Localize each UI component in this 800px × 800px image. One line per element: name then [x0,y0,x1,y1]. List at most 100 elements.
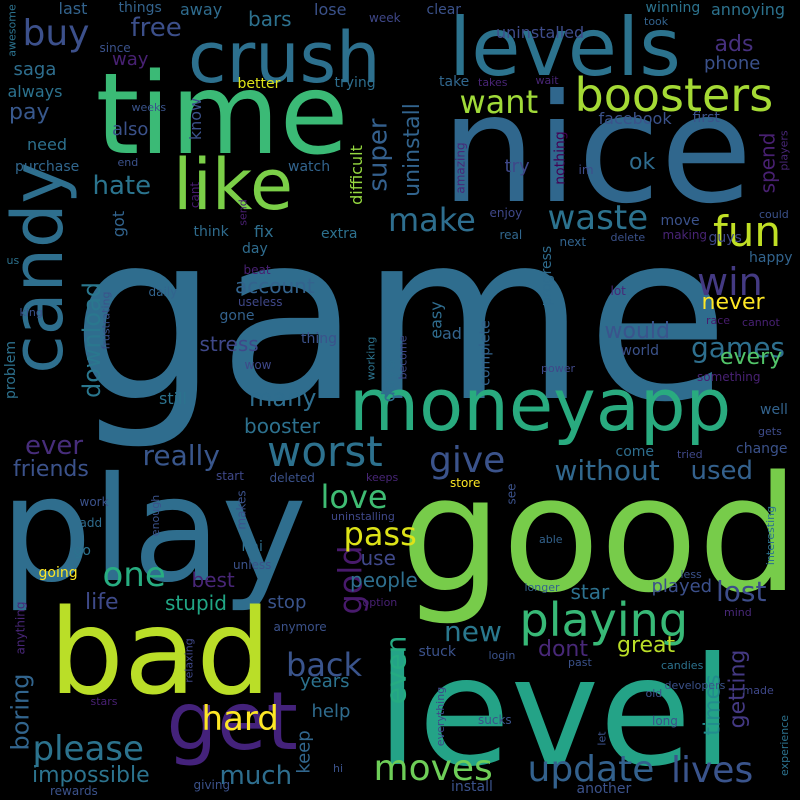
cloud-word: account [235,274,315,298]
cloud-word: difficult [346,145,366,205]
cloud-word: ok [629,150,656,175]
cloud-word: first [692,110,720,126]
cloud-word: world [620,343,660,359]
cloud-word: like [173,144,294,226]
cloud-word: lives [671,750,754,791]
cloud-word: enjoy [489,206,523,220]
cloud-word: levels [449,1,681,94]
cloud-word: login [488,648,516,662]
cloud-word: king [19,305,43,319]
cloud-word: level [376,626,734,800]
cloud-word: day [242,241,268,257]
cloud-word: less [680,567,702,581]
cloud-word: work [79,495,109,509]
cloud-word: stuck [418,644,456,660]
cloud-word: mind [724,605,752,619]
cloud-word: free [130,13,182,43]
cloud-word: install [451,779,493,795]
cloud-word: makes [234,490,249,530]
cloud-word: trying [334,75,376,91]
cloud-word: enough [148,494,162,536]
cloud-word: making [662,228,708,242]
cloud-word: progress [539,245,556,307]
cloud-word: well [760,402,788,418]
cloud-word: pay [9,100,50,125]
cloud-word: unless [233,558,272,572]
cloud-word: stars [90,694,118,708]
cloud-word: stupid [165,591,227,615]
cloud-word: candies [661,658,704,672]
cloud-word: able [539,532,563,546]
cloud-word: annoying [711,0,786,19]
cloud-word: fun [713,207,782,256]
cloud-word: booster [244,414,320,438]
cloud-word: also [112,119,149,140]
cloud-word: delete [610,230,646,244]
cloud-word: developers [664,678,726,692]
cloud-word: let [595,730,609,746]
cloud-word: thing [301,331,338,347]
cloud-word: things [118,0,162,16]
cloud-word: everything [433,686,447,746]
cloud-word: lost [716,575,767,608]
cloud-word: come [615,444,655,460]
cloud-word: guys [708,230,742,246]
cloud-word: win [697,260,763,304]
cloud-word: nice [441,63,753,237]
cloud-word: happy [749,250,793,266]
cloud-word: back [286,646,363,684]
cloud-word: get [166,675,298,768]
cloud-word: wow [244,358,272,372]
cloud-word: go [73,543,91,559]
cloud-word: make [388,201,476,239]
cloud-word: power [541,361,575,375]
cloud-word: store [450,476,481,490]
cloud-word: without [554,454,660,487]
cloud-word: update [527,749,655,790]
cloud-word: awesome [5,3,19,57]
cloud-word: takes [478,75,508,89]
cloud-word: us [6,253,20,267]
cloud-word: game [71,183,730,453]
cloud-word: gone [219,308,255,324]
cloud-word: clear [426,2,462,18]
cloud-word: many [249,384,317,412]
cloud-word: always [7,82,63,101]
cloud-word: old [645,686,663,700]
cloud-word: next [559,235,587,249]
cloud-word: another [576,781,632,797]
cloud-word: problem [2,341,19,399]
cloud-word: waste [547,198,649,238]
cloud-word: used [690,456,754,486]
cloud-word: moneyapp [349,363,732,447]
cloud-word: see [504,483,519,505]
cloud-word: could [759,207,789,221]
cloud-word: experience [777,714,791,776]
cloud-word: im [578,163,594,177]
cloud-word: please [32,729,144,769]
cloud-word: days [377,359,399,403]
cloud-word: know [186,97,206,141]
cloud-word: ad [442,324,462,343]
cloud-word: uninstall [399,103,425,197]
cloud-word: games [691,331,786,364]
cloud-word: love [320,478,388,516]
cloud-word: hate [92,171,152,201]
cloud-word: beat [243,263,271,277]
cloud-word: option [362,595,398,609]
cloud-word: complete [477,320,494,386]
cloud-word: interesting [763,505,777,565]
cloud-word: long [652,714,678,728]
cloud-word: pass [343,515,417,553]
cloud-word: bars [248,7,292,31]
cloud-word: working [364,336,378,380]
cloud-word: lot [610,284,626,298]
cloud-word: useless [238,295,283,309]
cloud-word: cannot [742,315,780,329]
cloud-word: hai [241,539,263,555]
cloud-word: anything [12,601,27,655]
cloud-word: still [159,389,187,408]
cloud-word: giving [193,778,231,792]
cloud-word: much [219,761,293,791]
